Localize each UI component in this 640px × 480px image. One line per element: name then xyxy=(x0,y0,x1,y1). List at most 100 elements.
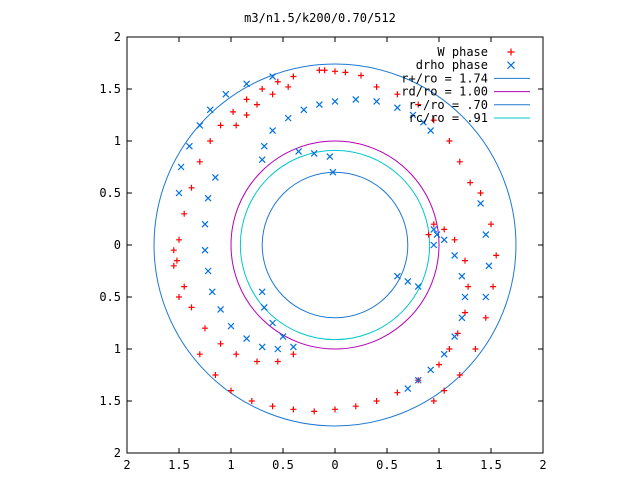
point-1-23 xyxy=(258,343,266,351)
point-0-11 xyxy=(207,138,214,144)
point-0-69 xyxy=(456,158,463,165)
point-1-26 xyxy=(217,306,225,313)
point-1-40 xyxy=(440,350,448,358)
point-0-64 xyxy=(373,83,380,90)
point-0-25 xyxy=(170,247,177,254)
reference-circles xyxy=(153,63,517,427)
legend-label-2: r+/ro = 1.74 xyxy=(401,71,488,85)
point-1-9 xyxy=(393,104,401,112)
point-0-61 xyxy=(254,101,260,108)
point-0-44 xyxy=(465,283,472,290)
point-1-41 xyxy=(427,366,435,374)
point-1-33 xyxy=(430,225,438,233)
point-1-17 xyxy=(258,288,266,296)
point-0-58 xyxy=(430,398,437,404)
point-0-23 xyxy=(274,358,281,365)
point-1-5 xyxy=(315,101,323,109)
point-1-51 xyxy=(222,90,230,98)
legend-marker-0 xyxy=(507,48,515,56)
point-1-1 xyxy=(260,142,268,150)
point-0-55 xyxy=(472,346,479,352)
point-0-43 xyxy=(462,309,468,316)
point-1-36 xyxy=(458,272,466,280)
circle-3 xyxy=(239,149,431,341)
point-1-12 xyxy=(427,127,435,135)
series-1 xyxy=(175,73,493,392)
point-1-49 xyxy=(196,121,204,129)
point-1-3 xyxy=(284,114,292,122)
point-0-56 xyxy=(456,372,463,378)
point-1-43 xyxy=(404,385,412,392)
point-1-37 xyxy=(461,293,469,301)
point-0-62 xyxy=(269,91,276,98)
point-1-34 xyxy=(440,236,448,244)
y-tick-label-7: 1.5 xyxy=(99,82,121,96)
point-1-24 xyxy=(243,335,251,343)
point-0-50 xyxy=(477,190,484,196)
y-tick-label-6: 1 xyxy=(114,134,121,148)
point-0-68 xyxy=(446,138,453,144)
x-tick-label-4: 0 xyxy=(331,458,338,472)
point-1-7 xyxy=(352,95,360,103)
circle-2 xyxy=(261,171,409,319)
point-0-48 xyxy=(430,221,437,228)
point-0-67 xyxy=(430,117,437,124)
point-1-32 xyxy=(211,173,219,181)
point-0-8 xyxy=(243,96,250,103)
point-1-54 xyxy=(185,142,193,150)
point-0-27 xyxy=(176,294,182,300)
point-1-29 xyxy=(201,246,209,254)
x-tick-label-3: 0.5 xyxy=(272,458,294,472)
point-1-28 xyxy=(204,267,212,275)
point-0-17 xyxy=(181,283,188,290)
point-0-4 xyxy=(358,72,364,79)
point-1-45 xyxy=(404,277,412,285)
point-1-60 xyxy=(482,293,490,301)
data-series xyxy=(170,67,500,415)
point-1-21 xyxy=(289,343,297,351)
point-1-11 xyxy=(419,118,427,126)
point-1-48 xyxy=(433,231,441,239)
point-0-22 xyxy=(254,358,260,365)
point-1-6 xyxy=(331,98,339,105)
point-1-47 xyxy=(430,241,438,249)
point-1-0 xyxy=(258,156,266,164)
point-0-36 xyxy=(352,403,359,410)
x-tick-label-7: 1.5 xyxy=(480,458,502,472)
point-0-5 xyxy=(290,73,297,80)
point-1-16 xyxy=(329,168,337,176)
point-0-12 xyxy=(196,158,203,165)
point-1-42 xyxy=(414,376,422,384)
point-0-1 xyxy=(321,67,328,74)
x-tick-label-1: 1.5 xyxy=(168,458,190,472)
point-0-53 xyxy=(490,283,497,290)
point-0-41 xyxy=(446,346,453,352)
point-0-38 xyxy=(394,389,401,396)
point-0-32 xyxy=(269,403,276,410)
point-1-56 xyxy=(175,189,183,197)
legend-label-1: drho phase xyxy=(416,58,488,72)
point-0-54 xyxy=(482,314,489,321)
point-0-13 xyxy=(188,184,195,191)
point-0-37 xyxy=(373,398,380,404)
point-0-34 xyxy=(311,408,318,415)
legend-label-0: W phase xyxy=(437,45,488,59)
point-0-19 xyxy=(202,325,208,332)
point-1-35 xyxy=(451,251,459,259)
point-0-47 xyxy=(441,226,448,233)
x-tick-label-6: 1 xyxy=(435,458,442,472)
y-tick-label-4: 0 xyxy=(114,238,121,252)
point-1-20 xyxy=(279,333,287,340)
point-0-16 xyxy=(173,257,180,264)
point-0-26 xyxy=(170,262,177,269)
point-0-24 xyxy=(290,351,297,358)
point-1-10 xyxy=(409,111,417,119)
point-0-28 xyxy=(196,351,203,358)
point-0-42 xyxy=(454,330,461,337)
point-0-30 xyxy=(228,387,234,394)
circle-0 xyxy=(153,63,517,427)
point-1-27 xyxy=(208,288,216,296)
point-1-38 xyxy=(458,314,466,322)
point-1-31 xyxy=(204,194,212,202)
